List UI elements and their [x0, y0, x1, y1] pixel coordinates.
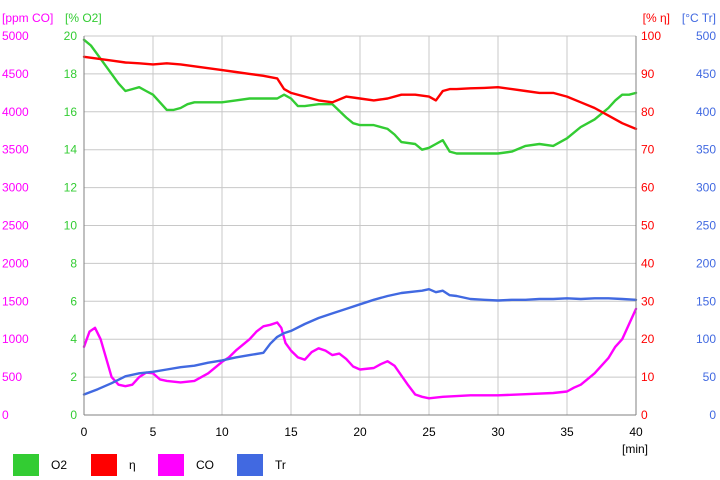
y-tick-label-o2: 2: [70, 370, 77, 384]
x-tick-label: 35: [560, 425, 574, 439]
y-tick-label-tr: 0: [709, 408, 716, 422]
y-tick-label-o2: 6: [70, 294, 77, 308]
y-tick-label-o2: 14: [64, 143, 78, 157]
legend-item-tr: Tr: [237, 454, 286, 476]
y-tick-label-o2: 10: [64, 219, 78, 233]
y-tick-label-tr: 500: [696, 29, 716, 43]
y-tick-label-tr: 300: [696, 181, 716, 195]
x-tick-label: 20: [353, 425, 367, 439]
y-tick-label-tr: 250: [696, 219, 716, 233]
x-axis-unit-label: [min]: [622, 442, 648, 456]
x-tick-label: 10: [215, 425, 229, 439]
y-tick-label-tr: 50: [703, 370, 717, 384]
x-tick-label: 30: [491, 425, 505, 439]
x-tick-label: 0: [81, 425, 88, 439]
y-tick-label-eta: 40: [641, 256, 655, 270]
y-tick-label-co: 3000: [2, 181, 29, 195]
legend-item-co: CO: [158, 454, 214, 476]
y-tick-label-o2: 8: [70, 256, 77, 270]
legend-item-eta: η: [91, 454, 136, 476]
y-tick-label-eta: 50: [641, 219, 655, 233]
y-tick-label-co: 0: [2, 408, 9, 422]
y-tick-label-co: 4000: [2, 105, 29, 119]
legend-label-tr: Tr: [275, 458, 286, 472]
legend-label-eta: η: [129, 458, 136, 472]
y-tick-label-eta: 70: [641, 143, 655, 157]
y-tick-label-co: 2500: [2, 219, 29, 233]
axis-title-tr: [°C Tr]: [682, 11, 716, 25]
y-tick-label-co: 1000: [2, 332, 29, 346]
series-line-o2: [82, 38, 638, 155]
y-tick-label-eta: 90: [641, 67, 655, 81]
legend-swatch-eta: [91, 454, 117, 476]
axes: 0500100015002000250030003500400045005000…: [2, 11, 716, 456]
axis-title-co: [ppm CO]: [2, 11, 53, 25]
y-tick-label-co: 3500: [2, 143, 29, 157]
axis-title-o2: [% O2]: [65, 11, 102, 25]
y-tick-label-eta: 100: [641, 29, 661, 43]
legend-item-o2: O2: [13, 454, 67, 476]
legend-label-co: CO: [196, 458, 214, 472]
y-tick-label-o2: 18: [64, 67, 78, 81]
y-tick-label-tr: 400: [696, 105, 716, 119]
series-line-eta: [82, 55, 638, 131]
y-tick-label-eta: 30: [641, 294, 655, 308]
axis-title-eta: [% η]: [643, 11, 670, 25]
x-tick-label: 15: [284, 425, 298, 439]
y-tick-label-o2: 4: [70, 332, 77, 346]
y-tick-label-eta: 10: [641, 370, 655, 384]
x-tick-label: 5: [150, 425, 157, 439]
y-tick-label-co: 500: [2, 370, 22, 384]
legend: O2 η CO Tr: [0, 450, 720, 480]
y-tick-label-o2: 16: [64, 105, 78, 119]
legend-swatch-co: [158, 454, 184, 476]
y-tick-label-eta: 60: [641, 181, 655, 195]
y-tick-label-tr: 100: [696, 332, 716, 346]
y-tick-label-o2: 12: [64, 181, 78, 195]
y-tick-label-eta: 80: [641, 105, 655, 119]
y-tick-label-tr: 150: [696, 294, 716, 308]
legend-swatch-tr: [237, 454, 263, 476]
y-tick-label-co: 2000: [2, 256, 29, 270]
x-tick-label: 40: [629, 425, 643, 439]
y-tick-label-tr: 350: [696, 143, 716, 157]
x-tick-label: 25: [422, 425, 436, 439]
y-tick-label-tr: 200: [696, 256, 716, 270]
y-tick-label-tr: 450: [696, 67, 716, 81]
y-tick-label-co: 5000: [2, 29, 29, 43]
series-line-tr: [82, 288, 638, 396]
series-layer: [82, 38, 638, 400]
y-tick-label-co: 4500: [2, 67, 29, 81]
y-tick-label-eta: 20: [641, 332, 655, 346]
y-tick-label-o2: 0: [70, 408, 77, 422]
legend-label-o2: O2: [51, 458, 68, 472]
legend-swatch-o2: [13, 454, 39, 476]
y-tick-label-o2: 20: [64, 29, 78, 43]
y-tick-label-co: 1500: [2, 294, 29, 308]
y-tick-label-eta: 0: [641, 408, 648, 422]
